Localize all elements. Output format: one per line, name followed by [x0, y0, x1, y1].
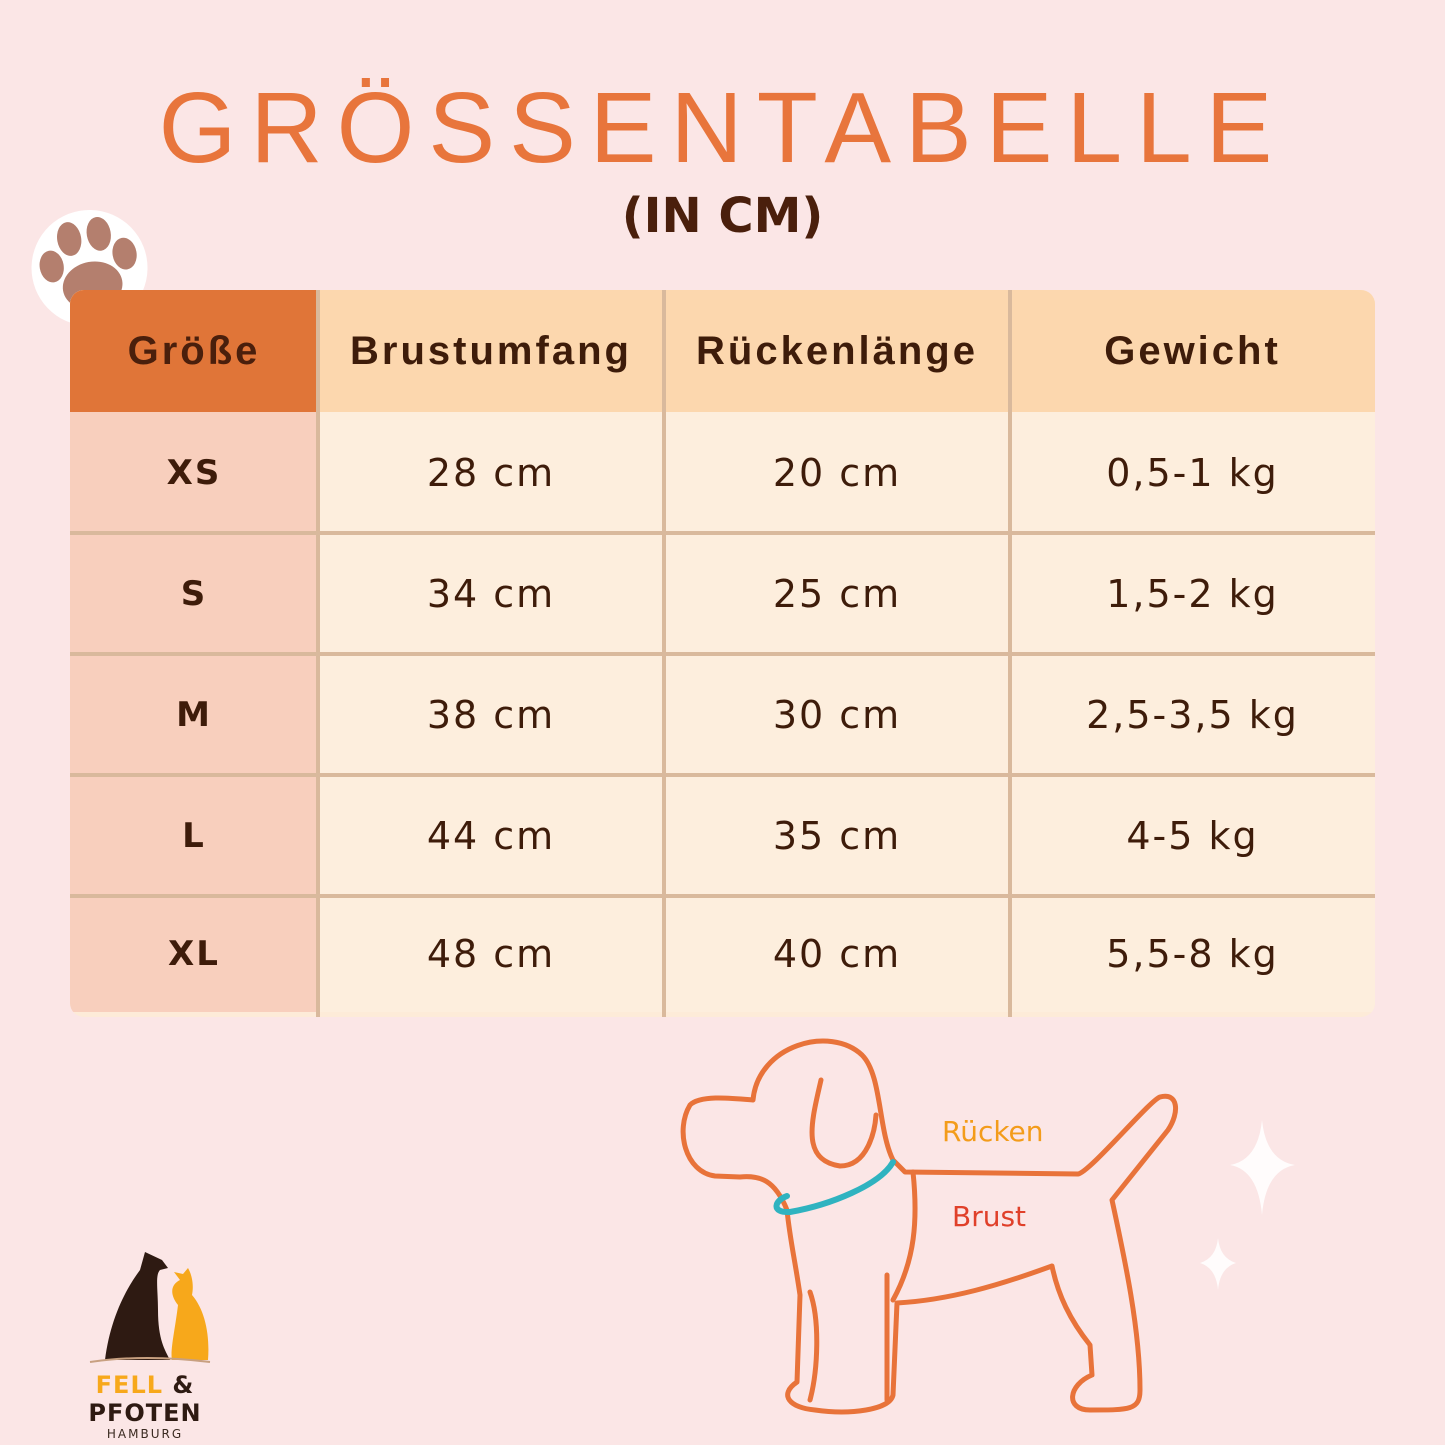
- logo-text-fell: FELL: [95, 1371, 164, 1399]
- cell-chest: 28 cm: [318, 412, 664, 533]
- header-size: Größe: [70, 290, 318, 412]
- cell-back: 30 cm: [664, 654, 1010, 775]
- cell-chest: 48 cm: [318, 896, 664, 1012]
- cell-back: 40 cm: [664, 896, 1010, 1012]
- sparkle-icon: [1230, 1120, 1295, 1215]
- table-row: XS 28 cm 20 cm 0,5-1 kg: [70, 412, 1375, 533]
- table-row: S 34 cm 25 cm 1,5-2 kg: [70, 533, 1375, 654]
- size-table: Größe Brustumfang Rückenlänge Gewicht XS…: [70, 290, 1375, 1017]
- logo-city: HAMBURG: [106, 1427, 184, 1441]
- table-header-row: Größe Brustumfang Rückenlänge Gewicht: [70, 290, 1375, 412]
- cell-size: M: [70, 654, 318, 775]
- cell-size: XL: [70, 896, 318, 1012]
- cell-back: 20 cm: [664, 412, 1010, 533]
- cell-weight: 5,5-8 kg: [1010, 896, 1375, 1012]
- cell-weight: 4-5 kg: [1010, 775, 1375, 896]
- dog-outline: [680, 1038, 1178, 1415]
- cell-back: 35 cm: [664, 775, 1010, 896]
- cell-weight: 2,5-3,5 kg: [1010, 654, 1375, 775]
- header-back: Rückenlänge: [696, 328, 978, 373]
- cell-chest: 44 cm: [318, 775, 664, 896]
- table-row: L 44 cm 35 cm 4-5 kg: [70, 775, 1375, 896]
- header-weight: Gewicht: [1104, 328, 1281, 373]
- cell-chest: 38 cm: [318, 654, 664, 775]
- sparkle-small-icon: [1200, 1238, 1236, 1290]
- cell-chest: 34 cm: [318, 533, 664, 654]
- logo-text-pfoten: & PFOTEN: [88, 1371, 202, 1427]
- cell-weight: 0,5-1 kg: [1010, 412, 1375, 533]
- dog-cat-silhouette-icon: [89, 1252, 211, 1363]
- cell-size: XS: [70, 412, 318, 533]
- ruecken-label: Rücken: [942, 1115, 1044, 1148]
- paw-icon: [31, 209, 148, 326]
- cell-weight: 1,5-2 kg: [1010, 533, 1375, 654]
- collar-line: [773, 1159, 896, 1216]
- header-chest: Brustumfang: [350, 328, 632, 373]
- table-row: XL 48 cm 40 cm 5,5-8 kg: [70, 896, 1375, 1012]
- cell-size: L: [70, 775, 318, 896]
- table-row: M 38 cm 30 cm 2,5-3,5 kg: [70, 654, 1375, 775]
- cell-back: 25 cm: [664, 533, 1010, 654]
- dog-ear: [809, 1077, 879, 1169]
- page-title: GRÖSSENTABELLE: [158, 72, 1287, 184]
- brand-logo: FELL & PFOTEN HAMBURG: [40, 1250, 250, 1441]
- brust-label: Brust: [952, 1200, 1027, 1233]
- page-subtitle: (IN CM): [621, 188, 824, 244]
- cell-size: S: [70, 533, 318, 654]
